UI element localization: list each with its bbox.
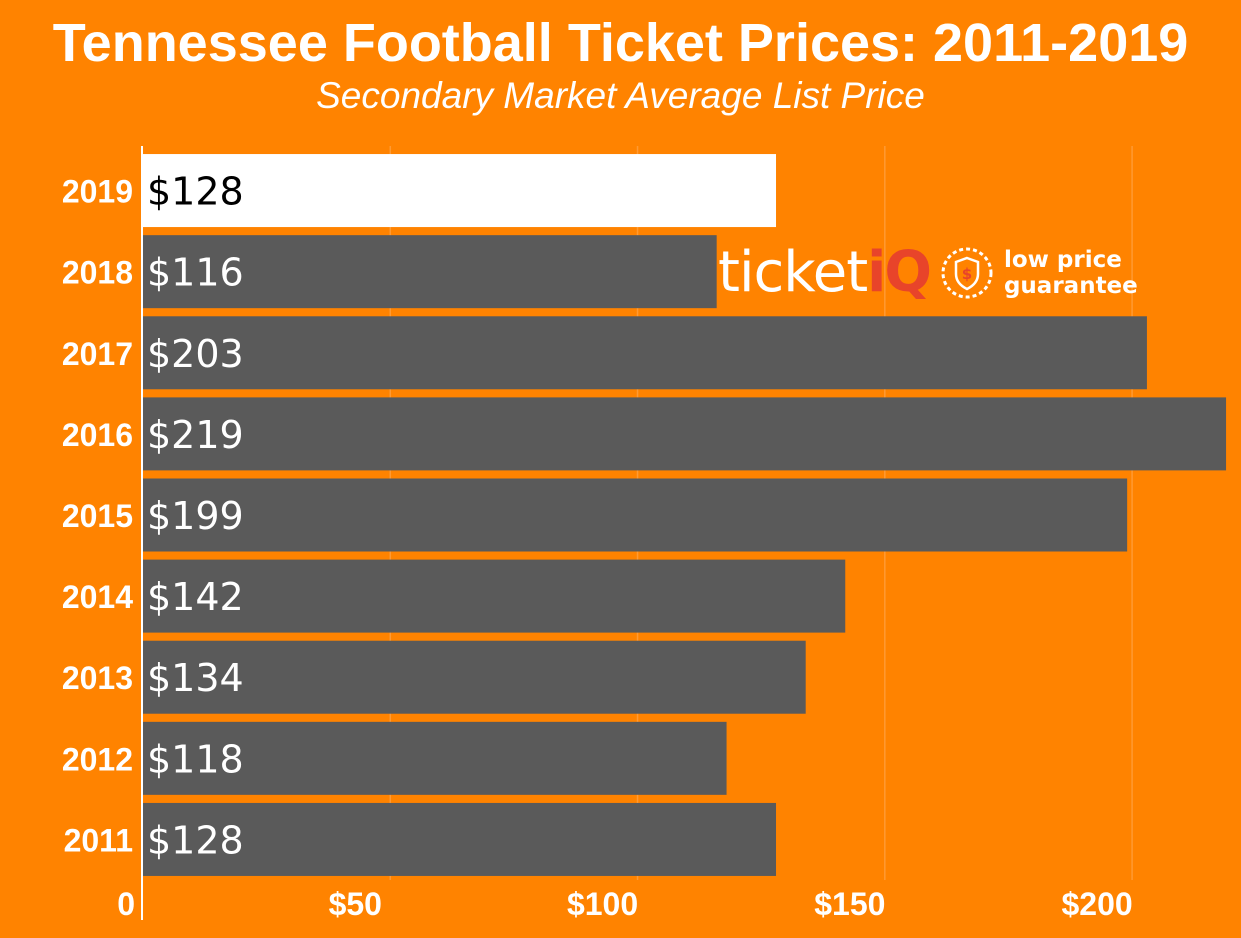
bar-2019 — [143, 154, 777, 228]
category-labels: 2019 2018 2017 2016 2015 2014 2013 2012 2011 — [62, 174, 133, 859]
x-tick-label-50: $50 — [329, 886, 382, 922]
bar-2012 — [143, 721, 727, 795]
bar-value-label-2014: $142 — [147, 575, 244, 619]
svg-text:$: $ — [962, 265, 972, 283]
category-label-2013: 2013 — [62, 660, 133, 696]
category-label-2014: 2014 — [62, 579, 133, 615]
logo-tagline: low price guarantee — [1004, 247, 1138, 299]
dollar-shield-icon: $ — [941, 247, 993, 299]
logo-word: ticket — [718, 240, 868, 305]
bar-value-label-2012: $118 — [147, 737, 244, 781]
category-label-2018: 2018 — [62, 255, 133, 291]
x-tick-labels: 0 $50 $100 $150 $200 — [117, 886, 1132, 922]
bar-2018 — [143, 235, 717, 309]
bar-2011 — [143, 802, 777, 876]
category-label-2011: 2011 — [64, 822, 133, 858]
bar-value-label-2011: $128 — [147, 818, 244, 862]
chart-subtitle: Secondary Market Average List Price — [316, 75, 925, 116]
bar-labels: $128 $116 $203 $219 $199 $142 $134 $118 $128 — [147, 170, 244, 863]
bar-value-label-2017: $203 — [147, 332, 244, 376]
bar-value-label-2015: $199 — [147, 494, 244, 538]
logo-tagline-line2: guarantee — [1003, 273, 1138, 299]
x-tick-label-150: $150 — [814, 886, 885, 922]
bar-value-label-2018: $116 — [147, 251, 244, 295]
chart-title: Tennessee Football Ticket Prices: 2011-2… — [52, 13, 1189, 73]
bar-2017 — [143, 316, 1147, 390]
x-tick-label-200: $200 — [1061, 886, 1132, 922]
category-label-2019: 2019 — [62, 174, 133, 210]
logo-tagline-line1: low price — [1003, 247, 1122, 273]
bar-2015 — [143, 478, 1128, 552]
bar-value-label-2019: $128 — [147, 170, 244, 214]
bar-2014 — [143, 559, 846, 633]
ticketiq-logo: ticket iQ $ low price guarantee — [718, 238, 1138, 308]
bar-2013 — [143, 640, 806, 714]
category-label-2015: 2015 — [62, 498, 133, 534]
x-tick-label-100: $100 — [567, 886, 638, 922]
bar-value-label-2013: $134 — [147, 656, 244, 700]
x-tick-label-0: 0 — [117, 886, 135, 922]
category-label-2016: 2016 — [62, 417, 133, 453]
bar-2016 — [143, 397, 1227, 471]
bars — [143, 154, 1227, 876]
category-label-2012: 2012 — [62, 741, 133, 777]
bar-value-label-2016: $219 — [147, 413, 244, 457]
category-label-2017: 2017 — [62, 336, 133, 372]
logo-iq: iQ — [867, 240, 932, 305]
